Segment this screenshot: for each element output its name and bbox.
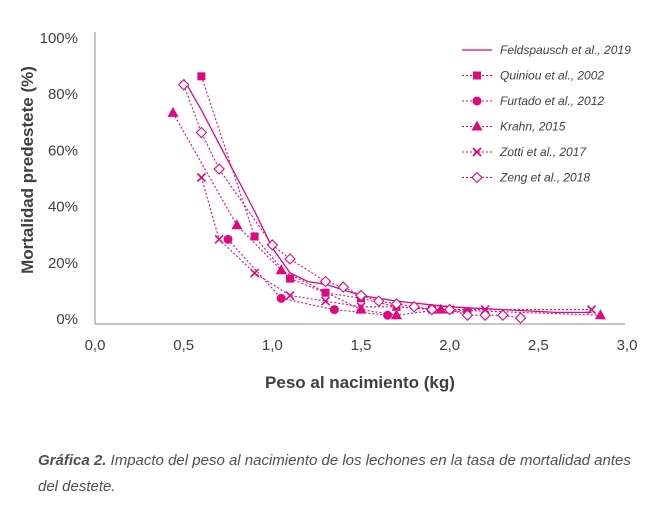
- legend-label: Quiniou et al., 2002: [500, 69, 604, 83]
- data-point: [356, 302, 366, 312]
- legend: Feldspausch et al., 2019 Quiniou et al., …: [462, 43, 631, 185]
- series-line: [183, 78, 592, 314]
- x-axis-ticks: 0,0 0,5 1,0 1,5 2,0 2,5 3,0: [85, 337, 638, 354]
- data-point: [250, 268, 260, 278]
- data-point: [321, 288, 330, 297]
- data-point: [586, 305, 597, 315]
- data-point: [214, 234, 224, 244]
- data-point: [250, 232, 259, 241]
- data-point: [320, 296, 331, 306]
- data-point: [383, 310, 393, 320]
- data-point: [426, 303, 438, 316]
- data-point: [285, 290, 295, 301]
- series-line: [200, 76, 468, 313]
- data-point: [372, 295, 385, 307]
- x-tick-label: 0,0: [85, 337, 106, 354]
- data-point: [197, 72, 206, 81]
- data-point: [167, 106, 179, 117]
- data-point: [196, 172, 206, 183]
- series-line: [183, 84, 521, 319]
- data-point: [266, 239, 279, 251]
- data-point: [337, 281, 350, 293]
- data-point: [329, 305, 339, 315]
- data-point: [231, 219, 243, 230]
- x-tick-label: 0,5: [173, 337, 194, 354]
- legend-label: Zotti et al., 2017: [499, 145, 587, 159]
- data-point: [514, 312, 527, 324]
- data-point: [177, 78, 190, 91]
- data-point: [319, 275, 332, 288]
- y-tick-label: 80%: [48, 86, 78, 103]
- data-point: [284, 253, 296, 265]
- data-point: [390, 298, 403, 310]
- legend-label: Krahn, 2015: [500, 120, 566, 134]
- data-point: [443, 303, 456, 316]
- caption-label: Gráfica 2.: [38, 452, 107, 469]
- plot-markers: [167, 72, 606, 324]
- data-point: [355, 303, 367, 314]
- data-point: [435, 303, 447, 314]
- data-point: [286, 274, 295, 283]
- data-point: [390, 309, 402, 320]
- y-tick-label: 100%: [40, 30, 78, 47]
- y-axis-ticks: 0% 20% 40% 60% 80% 100%: [40, 30, 78, 328]
- x-tick-label: 2,5: [528, 337, 549, 354]
- legend-label: Furtado et al., 2012: [500, 94, 604, 108]
- y-tick-label: 40%: [48, 199, 78, 216]
- data-point: [479, 309, 491, 321]
- figure-caption: Gráfica 2. Impacto del peso al nacimient…: [38, 448, 638, 500]
- x-tick-label: 1,5: [351, 337, 372, 354]
- legend-marker: [473, 71, 481, 80]
- data-point: [223, 234, 233, 244]
- x-tick-label: 1,0: [262, 337, 283, 354]
- data-point: [213, 163, 225, 175]
- legend-marker: [471, 171, 483, 184]
- data-point: [355, 289, 367, 302]
- legend-label: Zeng et al., 2018: [499, 171, 590, 185]
- data-point: [275, 264, 287, 275]
- x-axis-title: Peso al nacimiento (kg): [265, 373, 455, 392]
- plot-lines: [172, 76, 601, 319]
- y-tick-label: 60%: [48, 142, 78, 159]
- data-point: [276, 293, 286, 303]
- legend-marker: [472, 96, 482, 106]
- data-point: [461, 309, 474, 321]
- caption-text: Impacto del peso al nacimiento de los le…: [38, 452, 631, 495]
- data-point: [195, 126, 208, 139]
- data-point: [594, 309, 606, 320]
- x-tick-label: 3,0: [617, 337, 638, 354]
- data-point: [497, 309, 509, 321]
- y-tick-label: 20%: [48, 255, 78, 272]
- data-point: [408, 300, 420, 313]
- y-tick-label: 0%: [56, 311, 78, 328]
- y-axis-title: Mortalidad predestete (%): [18, 66, 37, 274]
- x-tick-label: 2,0: [439, 337, 460, 354]
- legend-marker: [472, 147, 482, 157]
- series-line: [172, 112, 601, 316]
- legend-label: Feldspausch et al., 2019: [500, 43, 631, 57]
- chart: 0,0 0,5 1,0 1,5 2,0 2,5 3,0 0% 20% 40% 60% 80% 100%…: [18, 30, 638, 392]
- legend-marker: [471, 120, 483, 131]
